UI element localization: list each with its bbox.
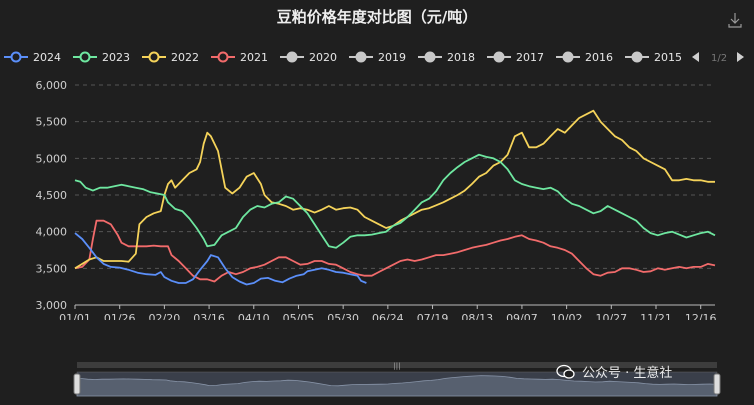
y-tick-label: 4,000 xyxy=(36,226,68,239)
x-tick-label: 10/02 xyxy=(551,312,583,320)
legend-marker xyxy=(631,51,643,63)
legend-item-2022[interactable]: 2022 xyxy=(142,51,199,64)
download-icon[interactable] xyxy=(728,12,742,28)
y-tick-label: 3,000 xyxy=(36,299,68,312)
legend-item-2018[interactable]: 2018 xyxy=(418,51,475,64)
wechat-logo-icon xyxy=(556,364,575,379)
x-tick-label: 05/30 xyxy=(327,312,359,320)
legend-label: 2017 xyxy=(516,51,544,64)
legend-item-2021[interactable]: 2021 xyxy=(211,51,268,64)
legend-marker xyxy=(493,51,505,63)
legend-label: 2022 xyxy=(171,51,199,64)
legend-label: 2018 xyxy=(447,51,475,64)
legend-item-2017[interactable]: 2017 xyxy=(487,51,544,64)
x-tick-label: 01/01 xyxy=(59,312,91,320)
legend-item-2020[interactable]: 2020 xyxy=(280,51,337,64)
x-tick-label: 03/16 xyxy=(193,312,225,320)
y-tick-label: 3,500 xyxy=(36,262,68,275)
legend-label: 2021 xyxy=(240,51,268,64)
legend-marker xyxy=(217,51,229,63)
x-tick-label: 05/05 xyxy=(283,312,315,320)
legend-item-2023[interactable]: 2023 xyxy=(73,51,130,64)
legend-marker xyxy=(562,51,574,63)
legend-label: 2024 xyxy=(33,51,61,64)
legend-item-2024[interactable]: 2024 xyxy=(4,51,61,64)
legend-label: 2020 xyxy=(309,51,337,64)
legend-marker xyxy=(79,51,91,63)
x-tick-label: 07/19 xyxy=(417,312,449,320)
x-tick-label: 06/24 xyxy=(372,312,404,320)
legend-label: 2015 xyxy=(654,51,682,64)
x-tick-label: 08/13 xyxy=(461,312,493,320)
datazoom-grip[interactable] xyxy=(77,362,717,368)
chart-title: 豆粕价格年度对比图（元/吨） xyxy=(276,8,478,26)
datazoom-preview xyxy=(76,375,718,397)
legend-label: 2016 xyxy=(585,51,613,64)
y-tick-label: 6,000 xyxy=(36,79,68,92)
datazoom-slider[interactable]: ||| xyxy=(0,360,754,405)
x-tick-label: 01/26 xyxy=(104,312,136,320)
datazoom-grip-mark: ||| xyxy=(393,362,400,370)
y-tick-label: 5,000 xyxy=(36,152,68,165)
legend-item-2019[interactable]: 2019 xyxy=(349,51,406,64)
legend-marker xyxy=(10,51,22,63)
x-tick-label: 10/27 xyxy=(595,312,627,320)
legend-item-2015[interactable]: 2015 xyxy=(625,51,682,64)
x-tick-label: 11/21 xyxy=(640,312,672,320)
x-tick-label: 02/20 xyxy=(149,312,181,320)
series-line-2022 xyxy=(74,109,715,270)
legend-prev-icon[interactable] xyxy=(692,52,699,62)
datazoom-handle-left[interactable] xyxy=(73,373,81,395)
legend-marker xyxy=(355,51,367,63)
legend-label: 2019 xyxy=(378,51,406,64)
series-line-2021 xyxy=(74,219,716,283)
legend-page-indicator: 1/2 xyxy=(711,53,727,64)
legend-marker xyxy=(286,51,298,63)
x-tick-label: 04/10 xyxy=(238,312,270,320)
y-tick-label: 5,500 xyxy=(36,116,68,129)
y-tick-label: 4,500 xyxy=(36,189,68,202)
legend-next-icon[interactable] xyxy=(737,52,744,62)
datazoom-handle-right[interactable] xyxy=(713,373,721,395)
x-tick-label: 09/07 xyxy=(506,312,538,320)
series-line-2023 xyxy=(74,153,716,249)
legend-marker xyxy=(424,51,436,63)
legend-item-2016[interactable]: 2016 xyxy=(556,51,613,64)
legend-marker xyxy=(148,51,160,63)
legend: 2024 2023 2022 2021 2020 2019 2018 2017 2016 2015… xyxy=(4,51,744,64)
series-line-2024 xyxy=(74,232,367,286)
line-chart: 3,000 3,500 4,000 4,500 5,000 5,500 6,000 01/01… xyxy=(36,79,717,320)
legend-label: 2023 xyxy=(102,51,130,64)
watermark: 公众号 · 生意社 xyxy=(582,366,673,381)
x-tick-label: 12/16 xyxy=(685,312,717,320)
